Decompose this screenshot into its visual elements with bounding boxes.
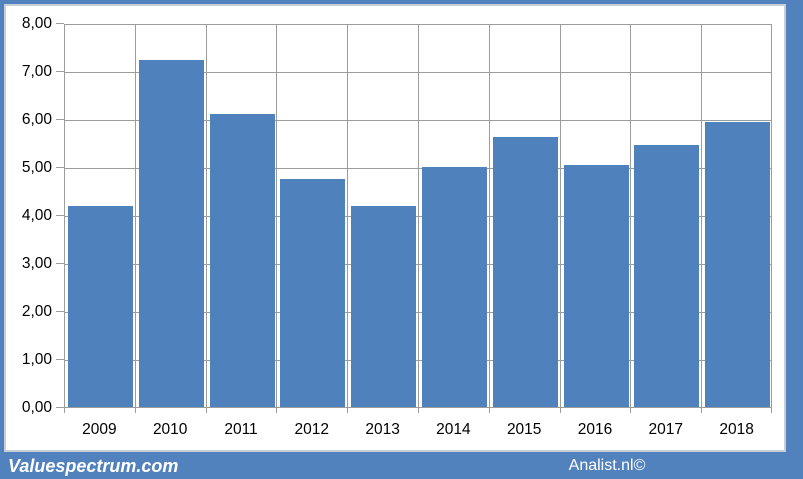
v-gridline <box>701 25 703 407</box>
y-tick-mark <box>56 215 64 216</box>
y-tick-mark <box>56 71 64 72</box>
bar-2010 <box>138 60 204 407</box>
x-tick-label: 2013 <box>365 421 400 438</box>
y-tick-mark <box>56 23 64 24</box>
x-tick-label: 2017 <box>648 421 684 438</box>
y-tick-label: 0,00 <box>21 399 52 416</box>
y-tick-mark <box>56 119 64 120</box>
bar-2009 <box>67 206 133 407</box>
x-tick-mark <box>488 408 490 413</box>
v-gridline <box>418 25 419 407</box>
y-tick-label: 5,00 <box>21 159 52 176</box>
x-tick-mark <box>771 408 772 413</box>
y-tick-label: 2,00 <box>21 303 52 320</box>
y-tick-label: 3,00 <box>21 255 52 272</box>
bar-2016 <box>563 165 629 407</box>
v-gridline <box>134 25 136 407</box>
x-tick-mark <box>347 408 349 413</box>
x-tick-label: 2014 <box>436 421 471 438</box>
x-tick-label: 2009 <box>82 421 117 438</box>
x-tick-label: 2015 <box>506 421 542 438</box>
x-tick-mark <box>276 408 278 413</box>
y-tick-label: 6,00 <box>21 111 52 128</box>
bar-2018 <box>705 122 771 407</box>
x-tick-mark <box>418 408 419 413</box>
x-tick-mark <box>559 408 561 413</box>
x-tick-label: 2010 <box>152 421 188 438</box>
valuespectrum-logo: Valuespectrum.com <box>8 456 179 476</box>
y-tick-mark <box>56 407 64 408</box>
v-gridline <box>276 25 278 407</box>
y-tick-mark <box>56 167 64 168</box>
v-gridline <box>630 25 632 407</box>
x-tick-mark <box>701 408 703 413</box>
bar-2013 <box>351 206 417 407</box>
x-tick-mark <box>205 408 207 413</box>
x-tick-label: 2011 <box>224 421 258 438</box>
y-tick-label: 8,00 <box>21 15 52 32</box>
y-tick-mark <box>56 263 64 264</box>
y-tick-label: 1,00 <box>21 351 52 368</box>
plot-area <box>64 24 772 408</box>
y-tick-mark <box>56 311 64 312</box>
v-gridline <box>347 25 349 407</box>
bar-2012 <box>280 179 346 407</box>
x-tick-label: 2012 <box>294 421 330 438</box>
v-gridline <box>205 25 207 407</box>
y-tick-label: 7,00 <box>21 63 52 80</box>
x-tick-mark <box>134 408 136 413</box>
bar-2014 <box>421 167 487 407</box>
analist-credit: Analist.nl© <box>568 457 646 474</box>
bar-2011 <box>209 114 275 407</box>
x-tick-label: 2016 <box>577 421 613 438</box>
bar-2017 <box>634 144 700 407</box>
x-tick-label: 2018 <box>719 421 754 438</box>
y-tick-label: 4,00 <box>21 207 52 224</box>
bar-2015 <box>492 137 558 407</box>
v-gridline <box>488 25 490 407</box>
v-gridline <box>559 25 561 407</box>
x-tick-mark <box>64 408 65 413</box>
x-tick-mark <box>630 408 632 413</box>
y-tick-mark <box>56 359 64 360</box>
